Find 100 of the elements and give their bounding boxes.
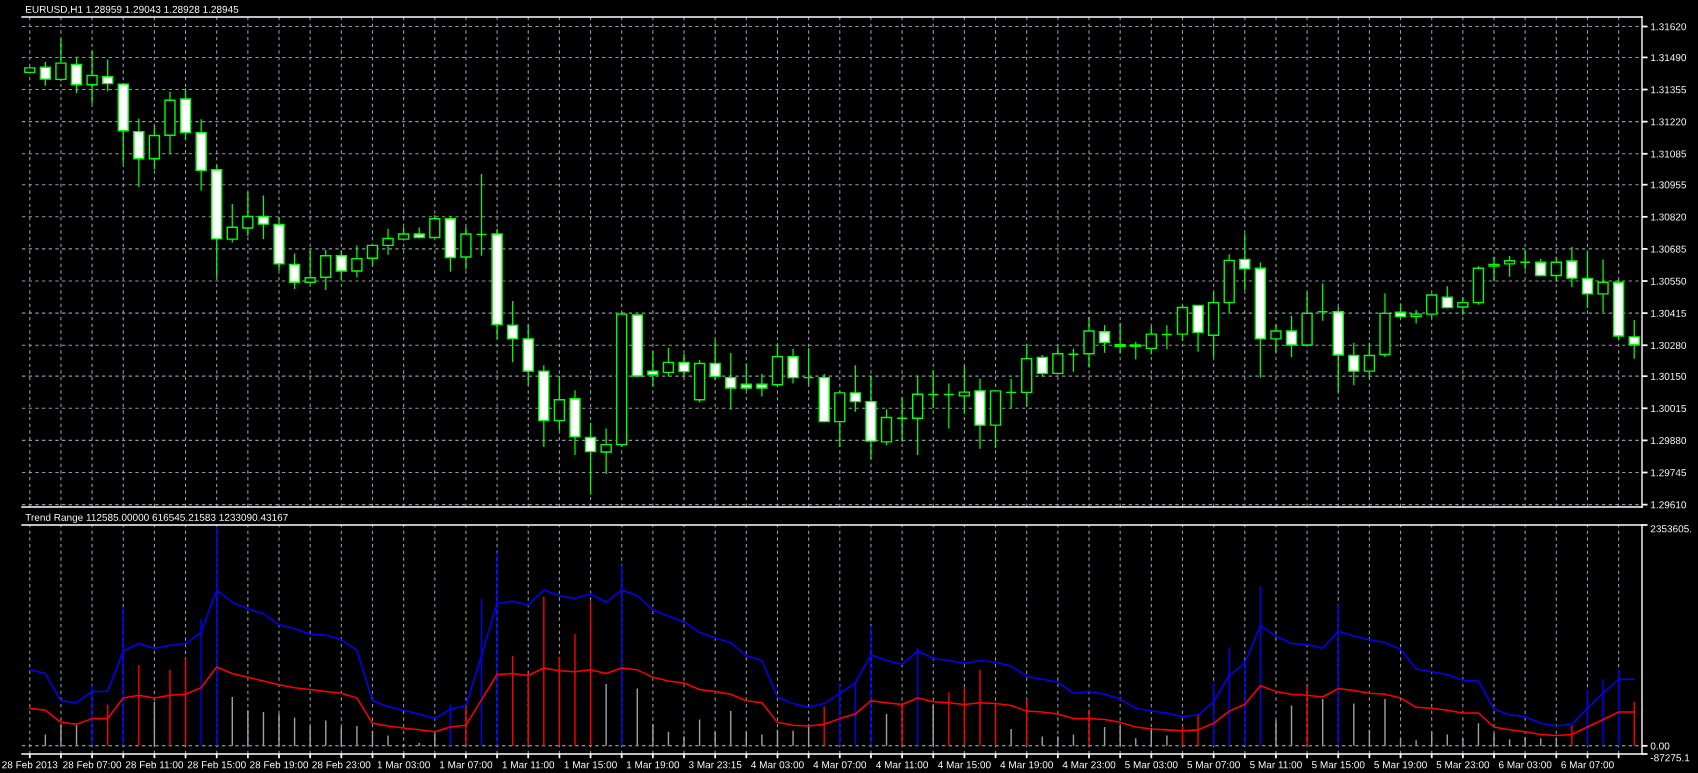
candlestick bbox=[1145, 326, 1158, 355]
candlestick bbox=[242, 192, 254, 236]
candlestick bbox=[1285, 315, 1298, 358]
candlestick bbox=[1503, 255, 1516, 277]
candlestick bbox=[1348, 342, 1360, 386]
candlestick bbox=[787, 348, 799, 384]
candlestick bbox=[1052, 347, 1064, 375]
x-tick-label: 6 Mar 03:00 bbox=[1499, 761, 1552, 769]
y-tick-label: 0.00 bbox=[1650, 742, 1670, 750]
y-tick-label: 1.30550 bbox=[1651, 277, 1687, 285]
x-tick-label: 1 Mar 07:00 bbox=[440, 761, 493, 769]
x-tick-label: 5 Mar 23:00 bbox=[1436, 761, 1490, 769]
candlestick bbox=[1239, 234, 1251, 290]
y-tick-label: 1.30415 bbox=[1651, 309, 1687, 317]
candlestick bbox=[39, 61, 52, 86]
candlestick bbox=[1488, 256, 1500, 282]
x-tick-label: 28 Feb 23:00 bbox=[312, 760, 371, 769]
x-tick-label: 4 Mar 11:00 bbox=[876, 761, 929, 769]
y-tick-label: 1.30280 bbox=[1651, 341, 1687, 349]
candlestick bbox=[382, 228, 394, 255]
candlestick bbox=[709, 339, 721, 380]
candlestick bbox=[756, 374, 768, 397]
y-tick-label: 1.31490 bbox=[1651, 54, 1687, 62]
candlestick bbox=[896, 397, 908, 442]
candlestick bbox=[101, 59, 114, 92]
y-tick-label: 1.31085 bbox=[1651, 150, 1687, 158]
y-tick-label: 1.30955 bbox=[1651, 181, 1687, 189]
candlestick bbox=[1114, 322, 1126, 353]
candlestick bbox=[1410, 309, 1422, 324]
x-tick-label: 5 Mar 03:00 bbox=[1125, 761, 1178, 769]
candlestick bbox=[1426, 294, 1438, 318]
candlestick bbox=[740, 363, 753, 391]
candlestick bbox=[1550, 256, 1563, 282]
x-tick-label: 28 Feb 2013 bbox=[2, 760, 58, 769]
y-tick-label: 1.30015 bbox=[1651, 404, 1687, 413]
y-tick-label: 1.30685 bbox=[1651, 245, 1687, 253]
y-tick-label: 1.31355 bbox=[1651, 86, 1687, 94]
candlestick bbox=[429, 215, 441, 239]
y-tick-label: 1.30820 bbox=[1651, 213, 1687, 221]
x-tick-label: 4 Mar 15:00 bbox=[937, 761, 991, 769]
x-tick-label: 28 Feb 15:00 bbox=[187, 760, 246, 769]
candlestick bbox=[70, 56, 83, 94]
y-tick-label: 1.31220 bbox=[1651, 118, 1687, 126]
candlestick bbox=[584, 422, 597, 495]
y-tick-label: 2353605. bbox=[1650, 525, 1692, 533]
candlestick bbox=[1067, 348, 1080, 372]
candlestick bbox=[600, 428, 612, 475]
x-tick-label: 5 Mar 07:00 bbox=[1187, 761, 1240, 769]
x-tick-label: 3 Mar 23:15 bbox=[688, 761, 742, 769]
y-tick-label: 1.30150 bbox=[1651, 372, 1687, 380]
candlestick bbox=[320, 249, 332, 290]
x-tick-label: 5 Mar 19:00 bbox=[1374, 761, 1427, 769]
candlestick bbox=[257, 195, 270, 240]
x-tick-label: 1 Mar 11:00 bbox=[502, 761, 555, 769]
x-tick-label: 6 Mar 07:00 bbox=[1561, 761, 1614, 769]
candlestick bbox=[849, 365, 862, 412]
candlestick bbox=[55, 38, 67, 82]
candlestick bbox=[86, 50, 98, 104]
candlestick bbox=[460, 226, 472, 270]
candlestick bbox=[1519, 249, 1531, 270]
candlestick bbox=[678, 353, 690, 377]
candlestick bbox=[1316, 283, 1329, 321]
candlestick bbox=[1005, 378, 1017, 409]
candlestick bbox=[725, 352, 737, 410]
candlestick bbox=[1083, 317, 1095, 368]
candlestick bbox=[647, 351, 659, 387]
y-tick-label: 1.29745 bbox=[1651, 469, 1687, 477]
chart-title: Trend Range 112585.00000 616545.21583 1233090.43167 bbox=[25, 513, 288, 523]
x-tick-label: 4 Mar 07:00 bbox=[813, 761, 867, 769]
candlestick bbox=[1441, 286, 1453, 309]
candlestick bbox=[927, 370, 939, 409]
x-tick-label: 5 Mar 11:00 bbox=[1250, 761, 1302, 769]
x-tick-label: 1 Mar 15:00 bbox=[564, 761, 617, 769]
candlestick bbox=[1566, 247, 1578, 288]
x-tick-label: 5 Mar 15:00 bbox=[1311, 761, 1365, 769]
candlestick bbox=[958, 365, 971, 414]
candlestick bbox=[148, 125, 161, 170]
candlestick bbox=[943, 383, 955, 429]
y-tick-label: -87275.1 bbox=[1650, 754, 1690, 762]
y-tick-label: 1.29610 bbox=[1651, 501, 1687, 509]
candlestick bbox=[1270, 324, 1282, 353]
candlestick bbox=[1457, 297, 1469, 315]
candlestick bbox=[1036, 355, 1048, 377]
candlestick bbox=[506, 301, 519, 363]
x-tick-label: 4 Mar 03:00 bbox=[751, 761, 804, 769]
candlestick bbox=[226, 204, 238, 243]
x-tick-label: 28 Feb 19:00 bbox=[250, 760, 309, 769]
x-tick-label: 1 Mar 03:00 bbox=[377, 761, 430, 769]
x-tick-label: 28 Feb 11:00 bbox=[125, 760, 184, 769]
candlestick bbox=[366, 244, 379, 266]
candlestick bbox=[304, 249, 316, 284]
x-tick-label: 4 Mar 19:00 bbox=[1000, 761, 1053, 769]
y-tick-label: 1.31620 bbox=[1651, 23, 1687, 31]
candlestick bbox=[1597, 259, 1609, 313]
candlestick bbox=[335, 250, 348, 281]
candlestick bbox=[1581, 251, 1594, 309]
candlestick bbox=[1161, 325, 1173, 350]
candlestick bbox=[802, 347, 815, 386]
x-tick-label: 4 Mar 23:00 bbox=[1062, 761, 1116, 769]
candlestick bbox=[553, 375, 566, 431]
